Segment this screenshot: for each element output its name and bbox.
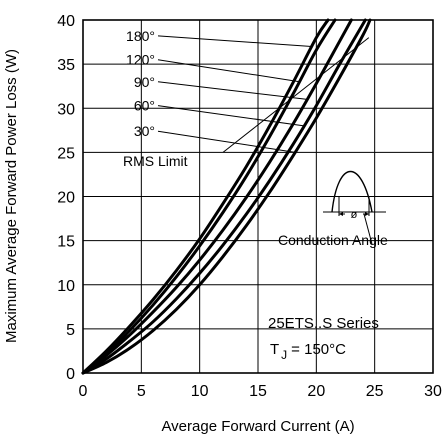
x-tick-label-3: 15	[249, 383, 267, 400]
series-leader-0	[157, 35, 312, 47]
y-axis-title: Maximum Average Forward Power Loss (W)	[3, 49, 20, 343]
series-labels: 180° 120° 90° 60° 30°	[126, 28, 155, 139]
series-label-0: 180°	[126, 28, 155, 44]
x-tick-label-2: 10	[191, 383, 209, 400]
x-axis-title: Average Forward Current (A)	[161, 418, 354, 435]
x-tick-label-4: 20	[307, 383, 325, 400]
series-title-label: 25ETS..S Series	[268, 315, 379, 332]
x-tick-label-5: 25	[366, 383, 384, 400]
y-tick-label-2: 10	[57, 278, 75, 295]
y-tick-label-4: 20	[57, 190, 75, 207]
conduction-angle-pointer	[363, 213, 373, 245]
series-label-1: 120°	[126, 52, 155, 68]
x-tick-label-1: 5	[137, 383, 146, 400]
series-curve-0	[81, 18, 330, 375]
phi-symbol: ø	[351, 209, 358, 221]
label-leader-lines	[157, 35, 370, 153]
rms-limit-label: RMS Limit	[123, 153, 188, 169]
series-curve-3	[81, 18, 367, 375]
y-tick-label-1: 5	[66, 322, 75, 339]
y-tick-label-3: 15	[57, 234, 75, 251]
series-curve-1	[81, 18, 337, 375]
tick-labels: 0 5 10 15 20 25 30 0 5 10 15 20 25 30 35 40	[57, 13, 442, 400]
y-tick-label-6: 30	[57, 101, 75, 118]
series-leader-2	[157, 81, 308, 100]
series-label-3: 60°	[134, 98, 155, 114]
x-tick-label-0: 0	[79, 383, 88, 400]
x-tick-label-6: 30	[424, 383, 442, 400]
series-label-4: 30°	[134, 123, 155, 139]
series-curves	[81, 18, 372, 375]
series-label-2: 90°	[134, 74, 155, 90]
plot-frame	[82, 19, 434, 374]
series-leader-3	[157, 105, 305, 127]
series-leader-4	[157, 130, 296, 153]
series-curve-2	[81, 18, 353, 375]
y-tick-label-5: 25	[57, 145, 75, 162]
series-leader-1	[157, 59, 300, 83]
series-curve-4	[81, 18, 372, 375]
y-tick-label-7: 35	[57, 57, 75, 74]
y-tick-label-0: 0	[66, 366, 75, 383]
junction-temperature-label: T J = 150°C	[270, 341, 346, 362]
conduction-angle-label: Conduction Angle	[278, 232, 388, 248]
conduction-angle-icon	[323, 170, 386, 216]
y-tick-label-8: 40	[57, 13, 75, 30]
